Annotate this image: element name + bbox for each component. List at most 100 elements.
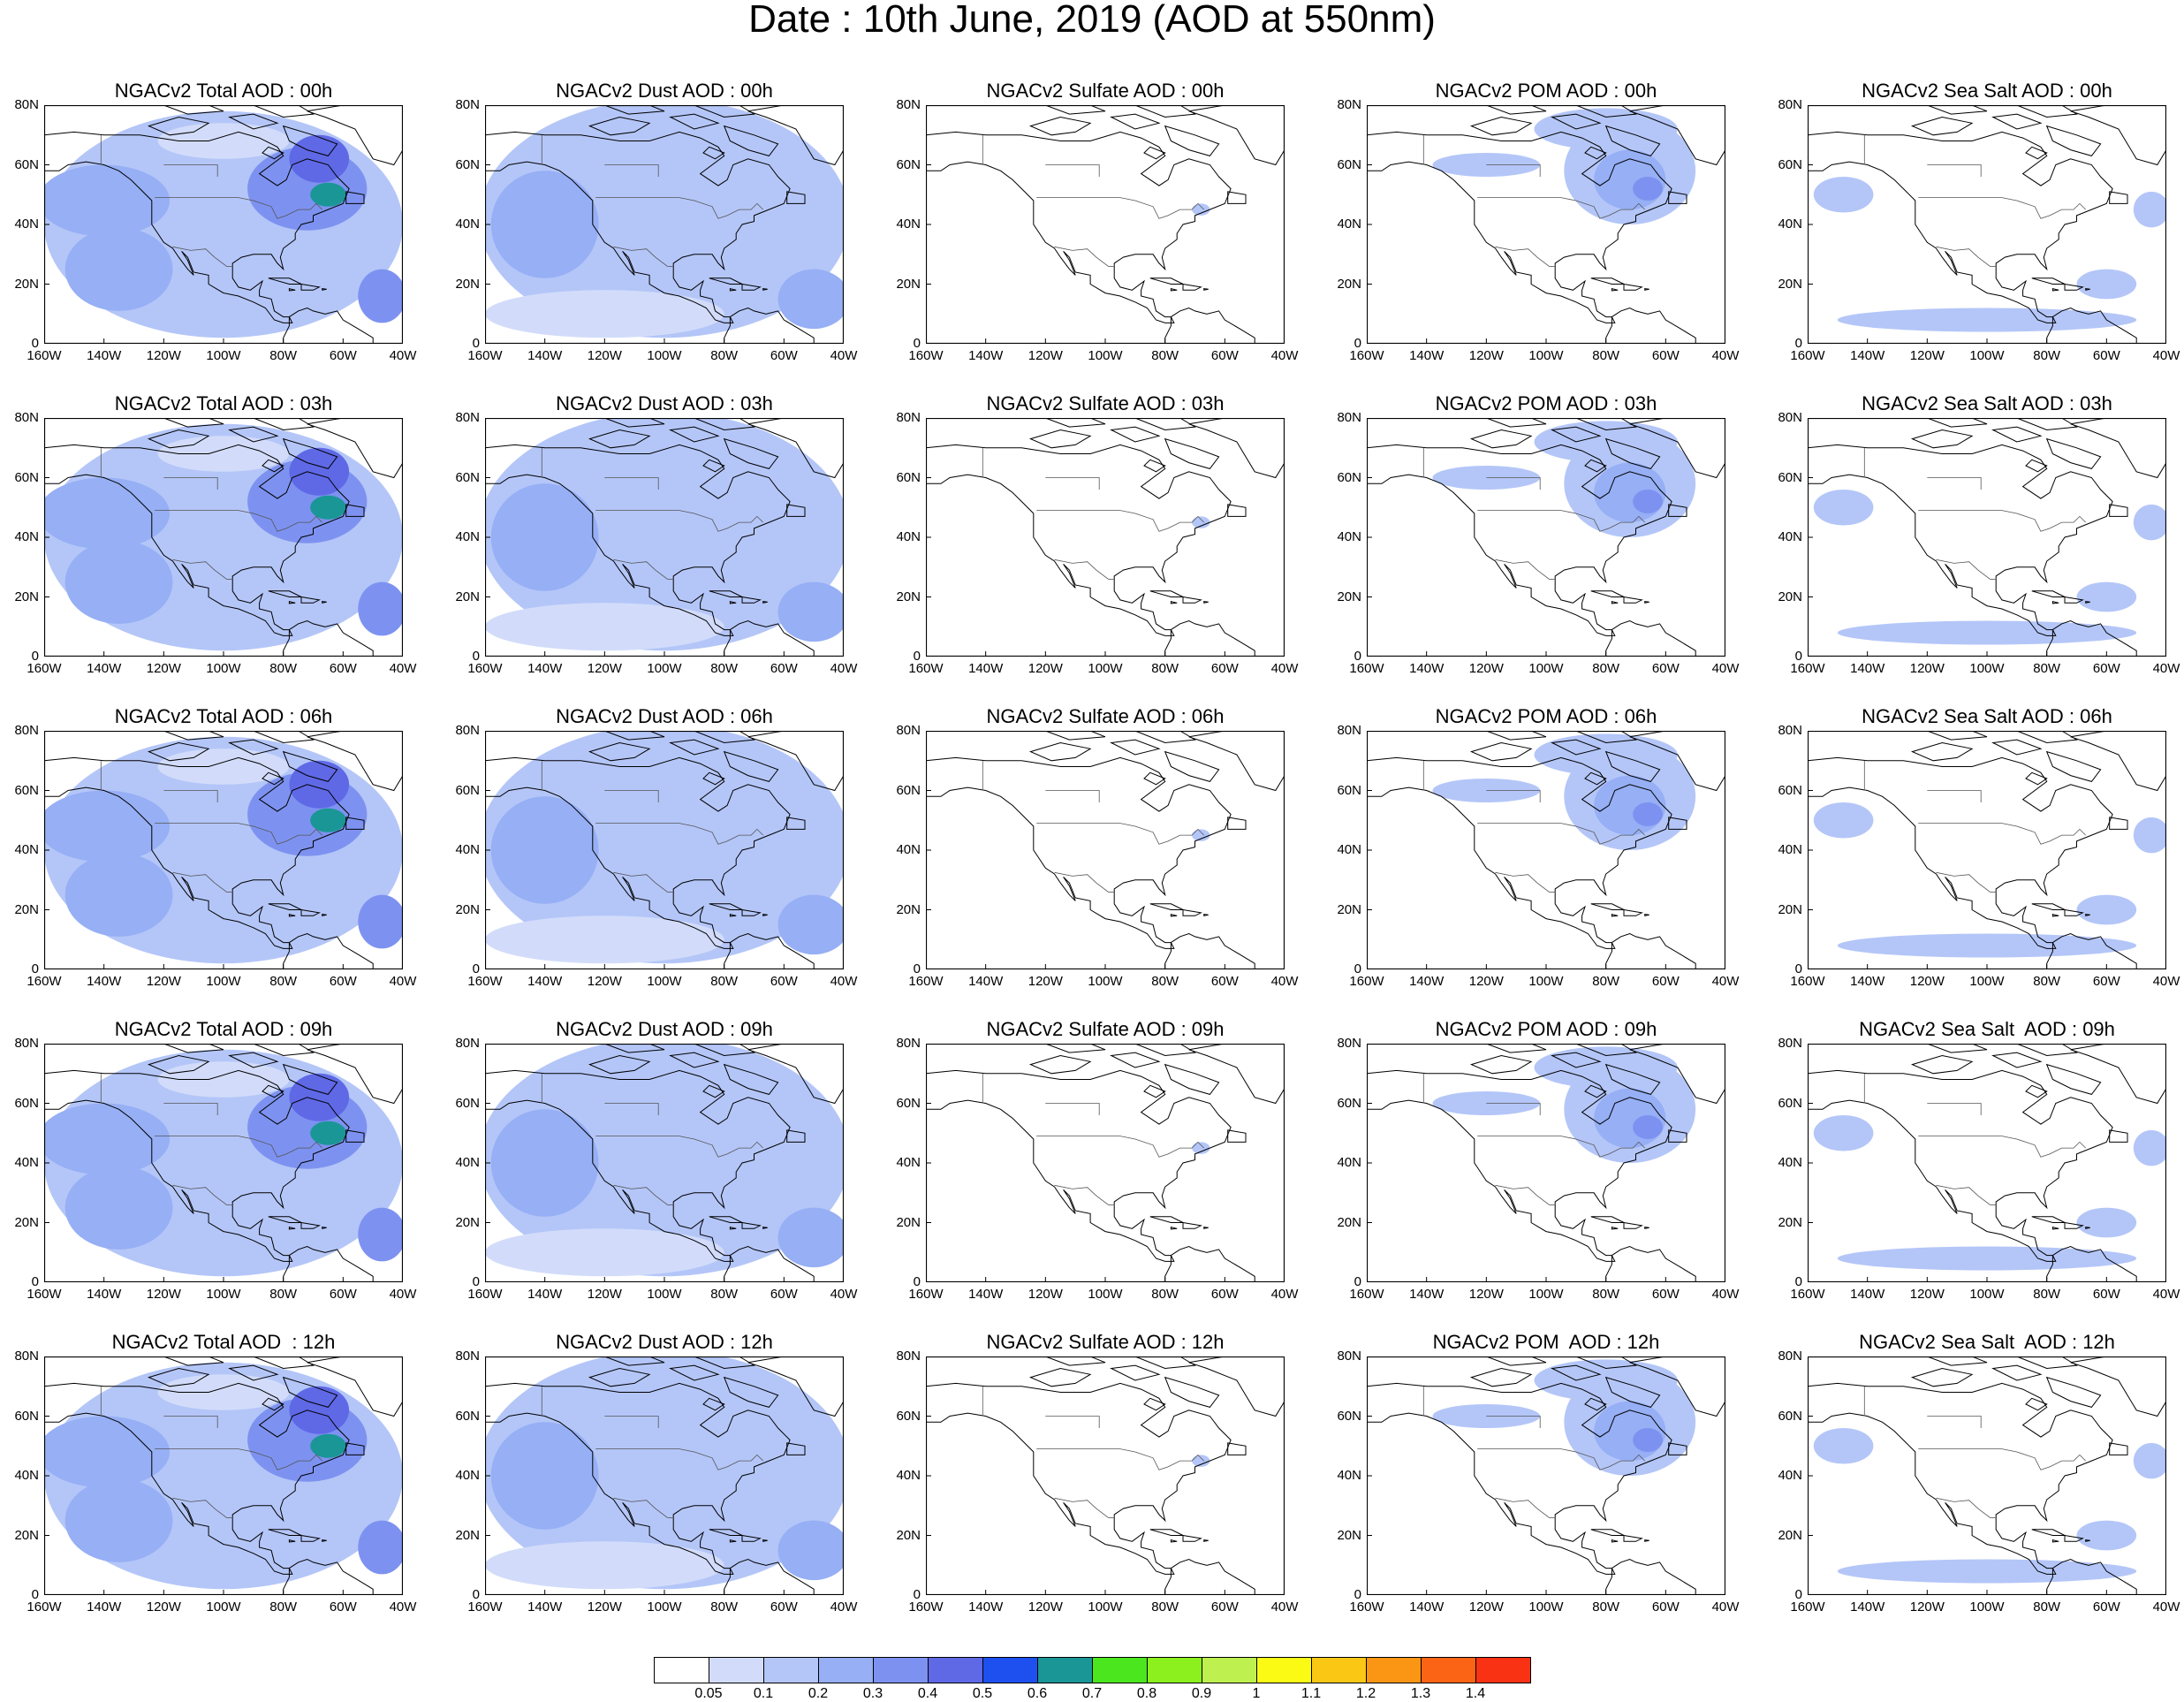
- coastline-7: [163, 105, 224, 115]
- lat-label: 20N: [455, 1527, 480, 1543]
- coastline-5: [1134, 418, 1197, 431]
- border-3: [604, 1416, 659, 1428]
- coastline-2: [1188, 1356, 1285, 1417]
- coastline-11: [288, 1539, 296, 1543]
- lon-label: 100W: [1969, 1287, 2005, 1302]
- aod-contour-3: [2076, 581, 2137, 612]
- lat-label: 80N: [896, 1349, 921, 1364]
- border-2: [172, 1497, 233, 1518]
- aod-map: [485, 418, 844, 657]
- aod-contour-3: [1633, 490, 1663, 513]
- coastline-4: [669, 113, 720, 130]
- lon-label: 40W: [830, 1287, 858, 1302]
- lon-label: 160W: [467, 661, 503, 676]
- lat-label: 40N: [14, 1468, 39, 1483]
- coastline-5: [2016, 105, 2079, 118]
- lon-label: 120W: [1028, 348, 1063, 363]
- lon-label: 40W: [2152, 661, 2180, 676]
- aod-contour-0: [1813, 490, 1874, 526]
- lon-label: 160W: [1349, 1287, 1384, 1302]
- border-2: [1495, 1497, 1556, 1518]
- lon-label: 40W: [2152, 1599, 2180, 1615]
- lon-label: 80W: [710, 661, 739, 676]
- map-panel-dust-00h: NGACv2 Dust AOD : 00h 80N 60N 40N 20N 0 160W 14…: [441, 80, 883, 392]
- lon-label: 140W: [1850, 974, 1885, 989]
- map-panel-sulfate-09h: NGACv2 Sulfate AOD : 09h 80N 60N 40N 20N 0 160…: [882, 1018, 1323, 1331]
- aod-contour-1: [490, 1422, 599, 1530]
- lat-label: 40N: [1337, 842, 1361, 857]
- coastline-0: [44, 1069, 350, 1262]
- lat-label: 60N: [14, 1408, 39, 1424]
- border-3: [1927, 790, 1982, 802]
- lon-label: 60W: [1210, 348, 1239, 363]
- coastline-0: [485, 444, 791, 636]
- lat-label: 40N: [455, 1155, 480, 1170]
- coastline-6: [2045, 750, 2102, 782]
- aod-map: [1367, 1356, 1725, 1595]
- aod-contour-1: [2133, 817, 2166, 854]
- lon-label: 60W: [2092, 974, 2120, 989]
- coastline-11: [729, 287, 737, 292]
- coastline-7: [604, 105, 665, 115]
- aod-contour-0: [1192, 516, 1210, 528]
- lon-label: 140W: [1409, 1599, 1445, 1615]
- lat-label: 80N: [1337, 97, 1361, 112]
- lon-label: 80W: [269, 348, 298, 363]
- map-frame: [1808, 1356, 2166, 1595]
- coastline-8: [702, 1397, 725, 1411]
- coastline-7: [163, 1044, 224, 1053]
- aod-contour-0: [1192, 1455, 1210, 1467]
- coastline-7: [163, 1356, 224, 1366]
- coastline-11: [2051, 1226, 2059, 1230]
- aod-contour-0: [485, 1356, 844, 1590]
- lon-label: 120W: [1468, 1287, 1504, 1302]
- lon-label: 140W: [87, 974, 122, 989]
- lon-label: 60W: [2092, 661, 2120, 676]
- coastline-12: [762, 1539, 768, 1542]
- coastline-8: [1584, 771, 1607, 786]
- lat-label: 20N: [1337, 1527, 1361, 1543]
- lon-label: 140W: [1409, 661, 1445, 676]
- coastline-1: [1164, 1245, 1255, 1282]
- coastline-3: [588, 116, 651, 136]
- coastline-2: [2070, 1044, 2166, 1105]
- coastline-12: [2085, 914, 2090, 916]
- colorbar-label: 1.2: [1355, 1686, 1376, 1701]
- border-2: [613, 1184, 674, 1205]
- lat-label: 60N: [896, 156, 921, 172]
- lon-label: 40W: [2152, 348, 2180, 363]
- aod-contour-0: [1813, 177, 1874, 213]
- coastline-13: [1227, 1129, 1247, 1143]
- lat-label: 80N: [1337, 1036, 1361, 1051]
- coastline-13: [345, 817, 365, 830]
- lat-label: 20N: [455, 1214, 480, 1230]
- lat-label: 80N: [1778, 1349, 1802, 1364]
- lon-label: 80W: [710, 1287, 739, 1302]
- lat-label: 40N: [896, 1155, 921, 1170]
- lat-label: 60N: [14, 782, 39, 798]
- border-3: [163, 790, 218, 802]
- coastline-3: [1469, 116, 1533, 136]
- aod-contour-0: [485, 105, 844, 338]
- coastline-12: [762, 1227, 768, 1229]
- lat-label: 0: [1794, 649, 1802, 664]
- colorbar-label: 0.2: [808, 1686, 829, 1701]
- coastline-5: [694, 731, 756, 744]
- coastline-6: [723, 1376, 779, 1408]
- lon-label: 80W: [2033, 1287, 2061, 1302]
- coastline-8: [702, 1084, 725, 1098]
- coastline-2: [1188, 1044, 1285, 1105]
- panel-title: NGACv2 Sea Salt AOD : 12h: [1859, 1331, 2115, 1353]
- lon-label: 40W: [1270, 1287, 1299, 1302]
- coastline-4: [1110, 1364, 1161, 1381]
- lat-label: 0: [913, 1587, 921, 1602]
- coastline-12: [322, 914, 327, 916]
- map-panel-seasalt-06h: NGACv2 Sea Salt AOD : 06h 80N 60N 40N 20N 0 16…: [1763, 705, 2184, 1018]
- coastline-2: [2070, 105, 2166, 166]
- lon-label: 40W: [1270, 1599, 1299, 1615]
- colorbar-label: 0.1: [753, 1686, 774, 1701]
- border-0: [595, 197, 763, 219]
- lon-label: 120W: [1028, 974, 1063, 989]
- coastline-2: [1629, 1044, 1725, 1105]
- coastline-1: [1164, 619, 1255, 657]
